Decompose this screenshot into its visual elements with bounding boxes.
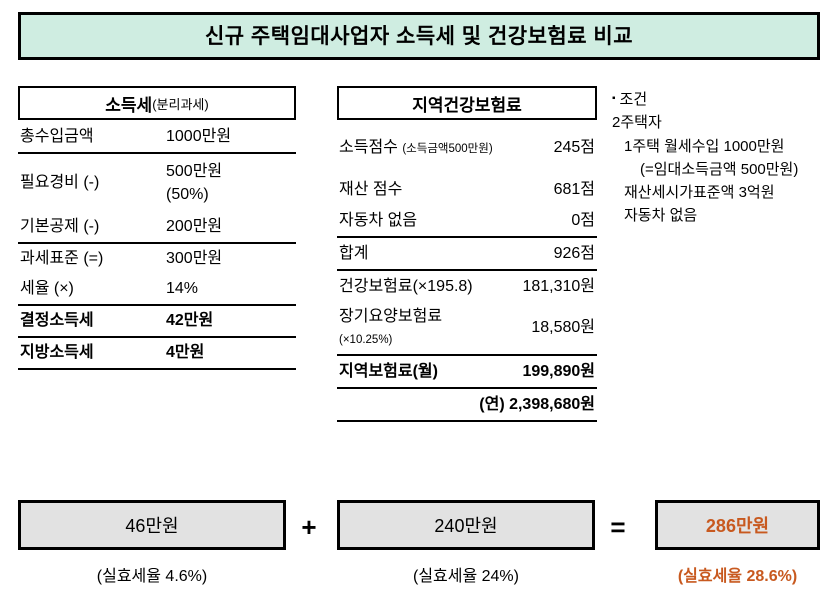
health-insurance-table-header: 지역건강보험료 [337, 86, 597, 120]
table-row: 소득점수 (소득금액500만원) 245점 [337, 122, 597, 174]
table-row-points-total: 합계 926점 [337, 238, 597, 269]
row-label-text: 소득점수 [339, 139, 398, 157]
table-row-monthly-premium: 지역보험료(월) 199,890원 [337, 356, 597, 387]
row-value: 14% [166, 280, 199, 298]
row-value: 926점 [553, 244, 595, 262]
table-row: 기본공제 (-) 200만원 [18, 212, 296, 242]
row-label: 세율 (×) [20, 280, 74, 298]
income-tax-table-header: 소득세 (분리과세) [18, 86, 296, 120]
row-label: 소득점수 (소득금액500만원) [337, 137, 554, 159]
summary-box-total: 286만원 [655, 500, 820, 550]
row-label-note: (소득금액500만원) [402, 143, 493, 156]
table-row: 필요경비 (-) 500만원 (50%) [18, 154, 296, 212]
health-insurance-table: 지역건강보험료 소득점수 (소득금액500만원) 245점 재산 점수 681점… [337, 86, 597, 422]
notes-heading: ▪ 조건 [606, 88, 838, 111]
summary-amount: 240만원 [434, 516, 498, 536]
table-row-total-income-tax: 결정소득세 42만원 [18, 306, 296, 336]
row-value: 200만원 [166, 218, 223, 236]
row-value: 18,580원 [531, 319, 595, 337]
row-value: 300만원 [166, 250, 223, 268]
table-row: 자동차 없음 0점 [337, 205, 597, 236]
row-value: 4만원 [166, 344, 205, 362]
note-item: 재산세시가표준액 3억원 [624, 184, 775, 201]
row-value: 0점 [571, 211, 595, 229]
row-label: 지방소득세 [20, 344, 94, 362]
row-value-line2: (50%) [166, 186, 209, 203]
row-divider [18, 304, 296, 306]
note-item: 자동차 없음 [624, 207, 698, 225]
summary-amount: 286만원 [705, 516, 770, 536]
row-value: 245점 [553, 139, 595, 157]
summary-amount: 46만원 [125, 516, 179, 536]
row-divider [337, 269, 597, 271]
row-divider [18, 242, 296, 244]
notes-heading-label: 조건 [619, 91, 648, 108]
row-label: 자동차 없음 [339, 211, 418, 229]
row-value: 500만원 (50%) [148, 160, 296, 206]
row-divider [18, 368, 296, 370]
income-tax-header-sub: (분리과세) [152, 96, 209, 112]
row-label: 결정소득세 [20, 312, 94, 330]
row-value: (연) 2,398,680원 [479, 395, 595, 413]
row-label: 기본공제 (-) [20, 218, 100, 236]
row-divider [337, 354, 597, 356]
table-row-local-income-tax: 지방소득세 4만원 [18, 338, 296, 368]
row-label: 장기요양보험료 (×10.25%) [337, 306, 531, 349]
table-row: 재산 점수 681점 [337, 174, 597, 205]
summary-box-income-tax: 46만원 [18, 500, 286, 550]
income-tax-table: 소득세 (분리과세) 총수입금액 1000만원 필요경비 (-) 500만원 (5… [18, 86, 296, 370]
row-divider [337, 236, 597, 238]
row-value-line1: 500만원 [166, 162, 223, 180]
bullet-icon: ▪ [612, 93, 616, 104]
row-label: 지역보험료(월) [339, 362, 438, 380]
summary-caption: (실효세율 28.6%) [677, 568, 798, 585]
row-label-text: 장기요양보험료 [339, 308, 443, 326]
page-title: 신규 주택임대사업자 소득세 및 건강보험료 비교 [204, 24, 634, 48]
row-label: 재산 점수 [339, 180, 403, 198]
note-item: (=임대소득금액 500만원) [640, 160, 799, 178]
conditions-notes: ▪ 조건 2주택자 1주택 월세수입 1000만원 (=임대소득금액 500만원)… [606, 88, 838, 228]
table-row: 과세표준 (=) 300만원 [18, 244, 296, 274]
note-item: 2주택자 [612, 114, 662, 132]
note-item: 1주택 월세수입 1000만원 [624, 137, 785, 155]
row-label-note: (×10.25%) [339, 334, 393, 346]
summary-box-health-insurance: 240만원 [337, 500, 595, 550]
equals-operator-icon: = [610, 512, 626, 542]
row-divider [18, 336, 296, 338]
row-value: 199,890원 [522, 362, 595, 380]
table-row: 장기요양보험료 (×10.25%) 18,580원 [337, 302, 597, 354]
row-label: 과세표준 (=) [20, 250, 104, 268]
row-value: 681점 [553, 180, 595, 198]
row-value: 181,310원 [522, 277, 595, 295]
row-value: 1000만원 [166, 128, 232, 146]
plus-operator-icon: + [301, 512, 317, 542]
table-row: 세율 (×) 14% [18, 274, 296, 304]
table-row-annual-premium: (연) 2,398,680원 [337, 389, 597, 420]
row-divider [337, 387, 597, 389]
page-title-banner: 신규 주택임대사업자 소득세 및 건강보험료 비교 [18, 12, 820, 60]
health-insurance-header-main: 지역건강보험료 [412, 95, 522, 115]
row-divider [18, 152, 296, 154]
summary-caption: (실효세율 4.6%) [96, 568, 208, 585]
table-row: 총수입금액 1000만원 [18, 122, 296, 152]
summary-row: 46만원 (실효세율 4.6%) + 240만원 (실효세율 24%) = 28… [0, 500, 838, 600]
row-divider [337, 420, 597, 422]
income-tax-header-main: 소득세 [105, 95, 153, 115]
row-value: 42만원 [166, 312, 214, 330]
row-label: 건강보험료(×195.8) [339, 277, 473, 295]
table-row: 건강보험료(×195.8) 181,310원 [337, 271, 597, 302]
summary-caption: (실효세율 24%) [412, 568, 519, 585]
row-label: 합계 [339, 244, 369, 262]
row-label: 총수입금액 [20, 128, 94, 146]
row-label: 필요경비 (-) [20, 174, 100, 192]
